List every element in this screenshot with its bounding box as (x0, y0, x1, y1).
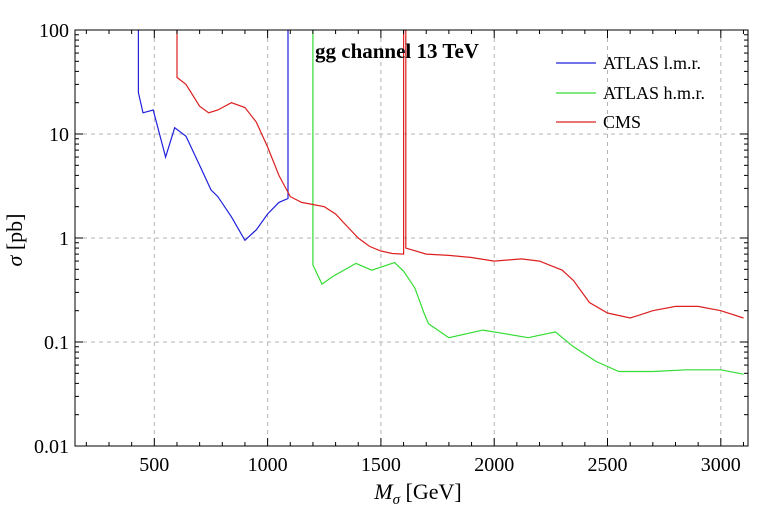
grid-lines (75, 30, 748, 446)
y-tick-label: 10 (49, 124, 69, 146)
x-axis-subscript: σ (393, 492, 401, 505)
x-tick-label: 2500 (588, 454, 628, 476)
x-axis-symbol: M (373, 479, 394, 504)
x-tick-label: 1000 (248, 454, 288, 476)
y-tick-label: 0.1 (44, 332, 69, 354)
legend-label-cms: CMS (603, 112, 641, 132)
legend-label-atlas-lmr: ATLAS l.m.r. (603, 53, 701, 73)
x-axis-unit: [GeV] (400, 479, 462, 504)
y-axis-title: σ [pb] (2, 213, 27, 266)
y-axis-unit: [pb] (2, 213, 27, 255)
x-axis-title: Mσ [GeV] (373, 479, 461, 505)
series-line-atlas-h-m-r (312, 30, 744, 375)
x-tick-label: 1500 (361, 454, 401, 476)
x-tick-label: 3000 (701, 454, 741, 476)
series-line-cms (176, 30, 744, 319)
y-axis-symbol: σ (2, 255, 27, 267)
series-lines (137, 30, 744, 375)
y-tick-label: 100 (39, 20, 69, 42)
x-tick-label: 500 (139, 454, 169, 476)
y-tick-label: 0.01 (34, 436, 69, 458)
legend: ATLAS l.m.r. ATLAS h.m.r. CMS (556, 53, 705, 132)
axis-ticks: 500 1000 1500 2000 2500 3000 0.01 0.1 1 10 100 (34, 20, 748, 476)
series-line-atlas-l-m-r (137, 30, 289, 242)
chart-title: gg channel 13 TeV (315, 39, 479, 63)
x-tick-label: 2000 (474, 454, 514, 476)
y-tick-label: 1 (59, 228, 69, 250)
legend-label-atlas-hmr: ATLAS h.m.r. (603, 83, 705, 103)
